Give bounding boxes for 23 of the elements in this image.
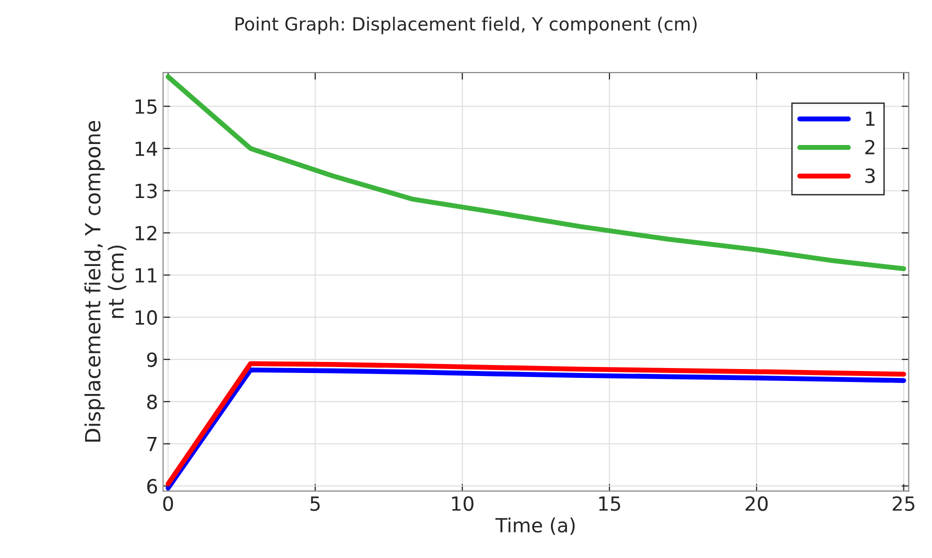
x-tick-label: 15 — [599, 496, 620, 511]
x-tick-label: 20 — [746, 496, 768, 511]
line-series — [166, 74, 906, 272]
y-tick-label: 9 — [147, 352, 157, 368]
x-axis-title: Time (a) — [495, 517, 575, 535]
y-tick-label: 13 — [136, 184, 157, 198]
legend-label: 1 — [866, 112, 874, 126]
y-tick-label: 11 — [136, 268, 156, 282]
legend-label: 2 — [865, 140, 874, 154]
y-axis-title: Displacement field, Y compone nt (cm) — [84, 120, 126, 442]
y-tick-label: 8 — [147, 394, 157, 410]
x-tick-label: 5 — [310, 496, 320, 511]
x-tick-label: 25 — [892, 496, 914, 511]
chart-title: Point Graph: Displacement field, Y component (cm) — [236, 16, 697, 34]
y-tick-label: 14 — [136, 142, 158, 156]
y-tick-label: 7 — [147, 437, 157, 452]
y-tick-label: 10 — [136, 310, 157, 325]
y-tick-label: 15 — [136, 100, 157, 114]
x-tick-label: 0 — [163, 496, 173, 511]
y-tick-label: 6 — [147, 478, 158, 494]
y-tick-label: 12 — [136, 226, 156, 240]
legend-label: 3 — [865, 168, 875, 184]
x-tick-label: 10 — [452, 496, 474, 511]
